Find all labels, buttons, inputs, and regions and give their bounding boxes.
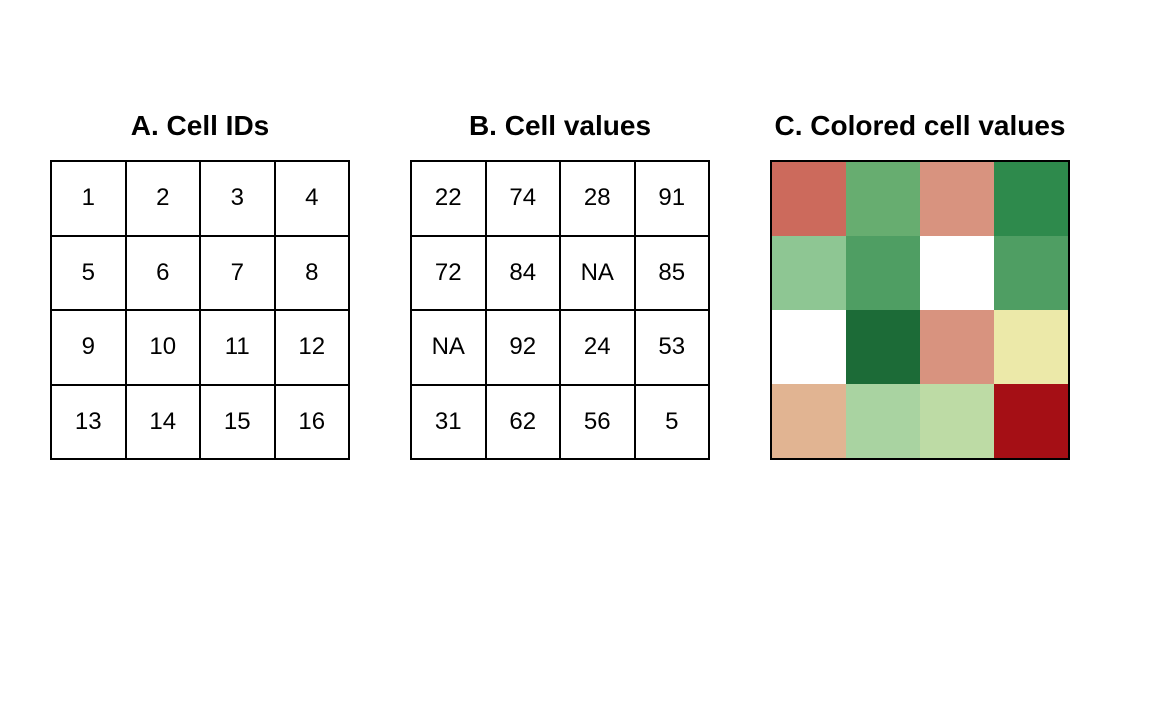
panel-c-grid [770,160,1070,460]
heatmap-cell [772,236,846,310]
table-cell: 53 [636,311,711,386]
table-cell: 2 [127,162,202,237]
table-cell: 7 [201,237,276,312]
panel-a-title: A. Cell IDs [50,110,350,142]
table-cell: 15 [201,386,276,461]
heatmap-cell [846,310,920,384]
table-cell: 3 [201,162,276,237]
table-cell: 12 [276,311,351,386]
table-cell: 6 [127,237,202,312]
table-cell: 84 [487,237,562,312]
heatmap-cell [920,236,994,310]
table-cell: 10 [127,311,202,386]
panel-c: C. Colored cell values [770,0,1070,711]
heatmap-cell [994,162,1068,236]
panel-c-title: C. Colored cell values [770,110,1070,142]
table-cell: 1 [52,162,127,237]
table-cell: 56 [561,386,636,461]
heatmap-cell [846,162,920,236]
table-cell: 22 [412,162,487,237]
table-cell: 62 [487,386,562,461]
heatmap-cell [920,162,994,236]
table-cell: NA [561,237,636,312]
table-cell: 4 [276,162,351,237]
heatmap-cell [772,384,846,458]
table-cell: 31 [412,386,487,461]
heatmap-cell [846,384,920,458]
heatmap-cell [994,384,1068,458]
heatmap-cell [994,310,1068,384]
table-cell: 14 [127,386,202,461]
table-cell: 24 [561,311,636,386]
table-cell: 5 [52,237,127,312]
heatmap-cell [920,384,994,458]
table-cell: 74 [487,162,562,237]
panel-b-title: B. Cell values [410,110,710,142]
panel-b-grid: 227428917284NA85NA9224533162565 [410,160,710,460]
table-cell: NA [412,311,487,386]
table-cell: 85 [636,237,711,312]
panel-a-grid: 12345678910111213141516 [50,160,350,460]
table-cell: 16 [276,386,351,461]
table-cell: 91 [636,162,711,237]
heatmap-cell [772,310,846,384]
heatmap-cell [772,162,846,236]
heatmap-cell [846,236,920,310]
heatmap-cell [920,310,994,384]
table-cell: 28 [561,162,636,237]
panel-b: B. Cell values 227428917284NA85NA9224533… [410,0,710,711]
heatmap-cell [994,236,1068,310]
table-cell: 11 [201,311,276,386]
table-cell: 5 [636,386,711,461]
table-cell: 8 [276,237,351,312]
figure-canvas: A. Cell IDs 12345678910111213141516 B. C… [0,0,1152,711]
panel-a: A. Cell IDs 12345678910111213141516 [50,0,350,711]
table-cell: 9 [52,311,127,386]
table-cell: 72 [412,237,487,312]
table-cell: 92 [487,311,562,386]
table-cell: 13 [52,386,127,461]
